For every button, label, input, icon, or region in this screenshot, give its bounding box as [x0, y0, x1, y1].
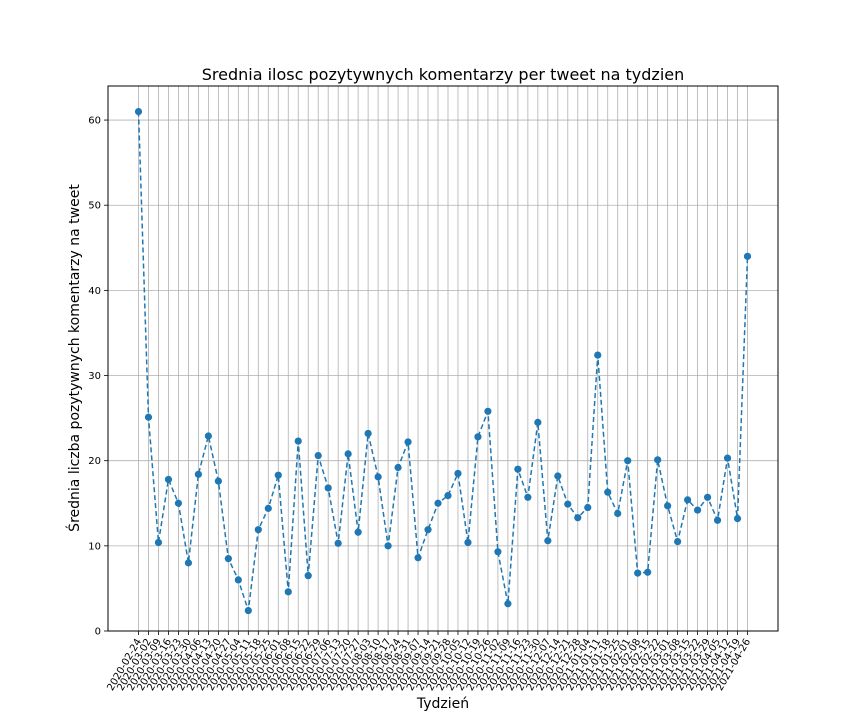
data-point [723, 454, 732, 462]
y-tick-label: 20 [88, 456, 101, 467]
data-point [134, 107, 143, 116]
data-point [474, 433, 482, 441]
y-axis-label: Średnia liczba pozytywnych komentarzy na… [65, 184, 83, 532]
grid [108, 86, 778, 632]
data-point [174, 499, 183, 507]
data-point [534, 418, 542, 426]
data-point [324, 484, 332, 492]
data-point [234, 576, 242, 584]
data-point [524, 493, 532, 501]
data-point [364, 429, 372, 438]
data-point [574, 514, 582, 522]
data-point [514, 465, 522, 473]
data-point [354, 528, 362, 536]
data-points [134, 107, 752, 615]
y-tick-label: 10 [88, 541, 101, 552]
data-point [414, 554, 422, 562]
data-point [204, 432, 212, 440]
data-point [334, 539, 342, 547]
data-point [713, 516, 722, 524]
data-point [743, 252, 752, 260]
y-tick-label: 50 [88, 201, 101, 212]
data-point [644, 568, 652, 576]
data-point [454, 469, 462, 478]
data-point [544, 537, 552, 545]
data-point [434, 499, 442, 507]
data-point [494, 548, 502, 556]
data-point [254, 526, 262, 534]
data-point [164, 475, 173, 484]
y-tick-label: 40 [88, 286, 101, 297]
data-point [294, 437, 302, 445]
chart-title: Srednia ilosc pozytywnych komentarzy per… [202, 65, 685, 84]
data-point [344, 450, 352, 458]
data-point [244, 606, 252, 615]
series-path [137, 111, 749, 611]
series-line [137, 111, 749, 611]
data-point [564, 500, 572, 508]
x-axis: 2020-02-242020-03-022020-03-092020-03-16… [106, 631, 753, 693]
data-point [604, 488, 612, 496]
data-point [594, 351, 602, 359]
plot-area [107, 85, 779, 632]
data-point [484, 407, 492, 415]
data-point [224, 555, 232, 563]
data-point [424, 526, 432, 534]
data-point [384, 542, 392, 550]
data-point [693, 506, 702, 514]
data-point [554, 472, 562, 480]
data-point [664, 502, 672, 510]
data-point [624, 457, 632, 465]
data-point [584, 503, 592, 512]
data-point [394, 463, 402, 472]
data-point [274, 471, 282, 479]
data-point [634, 569, 642, 577]
data-point [614, 509, 622, 518]
data-point [683, 496, 692, 504]
data-point [314, 451, 322, 460]
data-point [284, 588, 292, 596]
x-axis-label: Tydzień [416, 696, 469, 712]
y-tick-label: 0 [95, 627, 101, 638]
data-point [154, 538, 163, 547]
data-point [674, 537, 682, 546]
data-point [264, 504, 272, 512]
data-point [144, 413, 153, 421]
y-tick-label: 60 [88, 116, 101, 127]
data-point [504, 600, 512, 608]
data-point [444, 492, 452, 500]
y-tick-label: 30 [88, 371, 101, 382]
data-point [374, 473, 382, 481]
data-point [404, 438, 412, 446]
data-point [703, 493, 712, 501]
data-point [184, 559, 193, 567]
y-axis: 0 10 20 30 40 50 60 [88, 116, 108, 638]
data-point [214, 477, 222, 485]
data-point [194, 470, 203, 478]
data-point [733, 514, 742, 523]
data-point [464, 538, 472, 547]
data-point [654, 456, 662, 464]
data-point [304, 572, 312, 580]
